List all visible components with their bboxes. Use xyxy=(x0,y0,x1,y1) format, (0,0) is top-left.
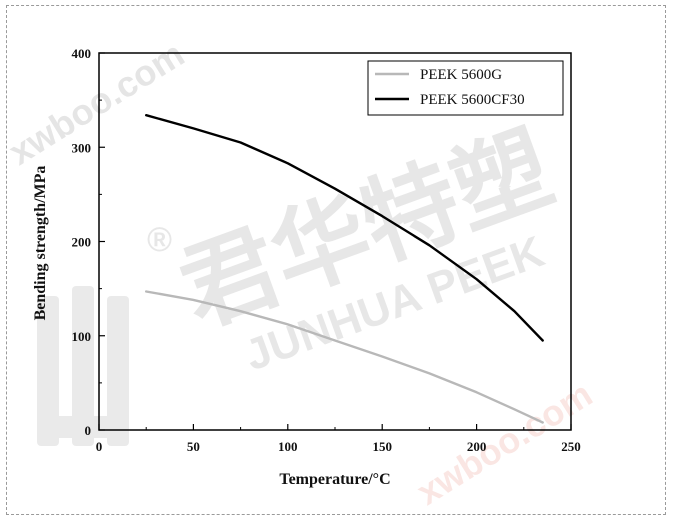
chart-frame: xwboo.com ® 君华特塑 JUNHUA PEEK xwboo.com 0… xyxy=(6,5,666,515)
y-axis-title: Bending strength/MPa xyxy=(32,166,49,321)
series-line-2 xyxy=(145,114,544,342)
y-tick-label: 0 xyxy=(85,423,92,438)
legend-label-series-2: PEEK 5600CF30 xyxy=(420,92,525,108)
y-tick-label: 300 xyxy=(72,140,92,155)
legend-label-series-1: PEEK 5600G xyxy=(420,67,502,83)
tick-marks xyxy=(98,52,572,431)
y-tick-label: 400 xyxy=(72,46,92,61)
x-tick-label: 200 xyxy=(467,439,487,454)
y-tick-label: 200 xyxy=(72,235,92,250)
x-tick-label: 100 xyxy=(278,439,298,454)
series-line-1 xyxy=(145,290,544,424)
series-lines xyxy=(145,114,544,424)
x-axis-title: Temperature/°C xyxy=(279,471,390,488)
line-chart: xwboo.com ® 君华特塑 JUNHUA PEEK xwboo.com 0… xyxy=(7,33,599,513)
legend-box xyxy=(367,60,564,116)
watermark-logo xyxy=(37,286,129,446)
x-tick-label: 150 xyxy=(372,439,392,454)
x-tick-label: 50 xyxy=(187,439,200,454)
y-tick-label: 100 xyxy=(72,329,92,344)
legend: PEEK 5600G PEEK 5600CF30 xyxy=(367,60,564,116)
x-tick-label: 250 xyxy=(561,439,581,454)
watermark-registered: ® xyxy=(147,221,172,259)
x-tick-label: 0 xyxy=(96,439,103,454)
tick-labels: 0 50 100 150 200 250 0 100 200 300 400 xyxy=(72,46,581,454)
